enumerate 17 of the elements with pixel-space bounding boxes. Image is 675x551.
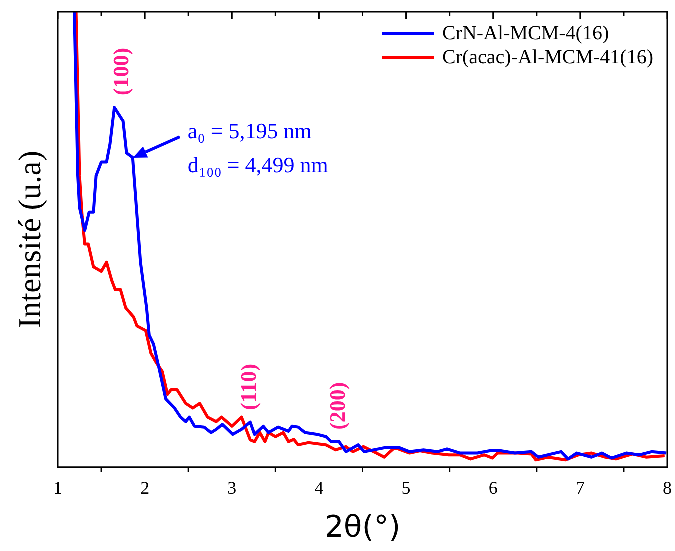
legend-label: CrN-Al-MCM-4(16) (442, 22, 610, 44)
x-tick-label: 8 (663, 478, 672, 498)
legend-label: Cr(acac)-Al-MCM-41(16) (442, 46, 654, 68)
annotation: a₀ = 5,195 nm (188, 118, 312, 144)
x-axis-title: 2θ(°) (324, 510, 401, 545)
annotation: (100) (108, 48, 134, 96)
y-axis-title: Intensité (u.a) (11, 150, 48, 329)
x-tick-label: 5 (402, 478, 411, 498)
x-tick-label: 3 (228, 478, 237, 498)
annotation: d₁₀₀ = 4,499 nm (188, 152, 328, 178)
annotation: (110) (236, 364, 262, 410)
x-tick-label: 6 (488, 478, 498, 498)
x-tick-label: 4 (314, 478, 324, 498)
x-tick-label: 1 (54, 478, 62, 498)
annotation: (200) (324, 382, 350, 430)
x-tick-label: 7 (576, 478, 585, 498)
x-tick-label: 2 (140, 478, 150, 498)
